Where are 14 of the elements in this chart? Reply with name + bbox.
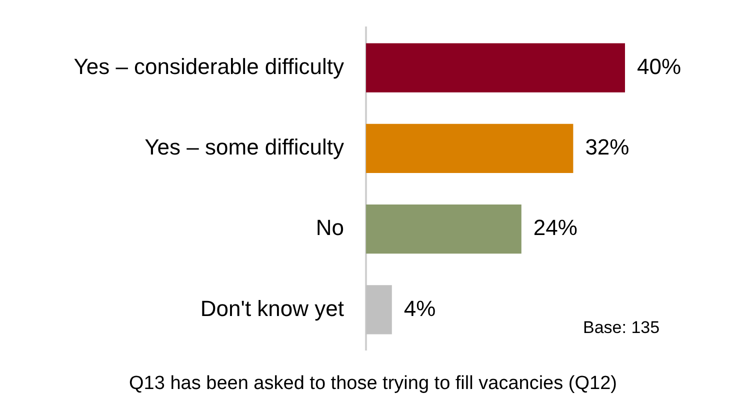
bar [366,124,574,174]
y-tick-label: Yes – some difficulty [144,134,344,160]
data-label: 24% [533,215,578,240]
data-label: 4% [404,296,436,321]
annotation: Base: 135 [583,318,660,338]
bar [366,285,392,334]
y-tick-label: Yes – considerable difficulty [74,54,344,79]
bar [366,204,522,254]
data-label: 32% [585,134,630,160]
text: Q13 has been asked to those trying to fill vacancies (Q12) [129,373,617,395]
y-tick-label: No [316,215,344,240]
data-label: 40% [637,54,682,79]
y-tick-label: Don't know yet [200,296,344,321]
bar [366,43,625,92]
